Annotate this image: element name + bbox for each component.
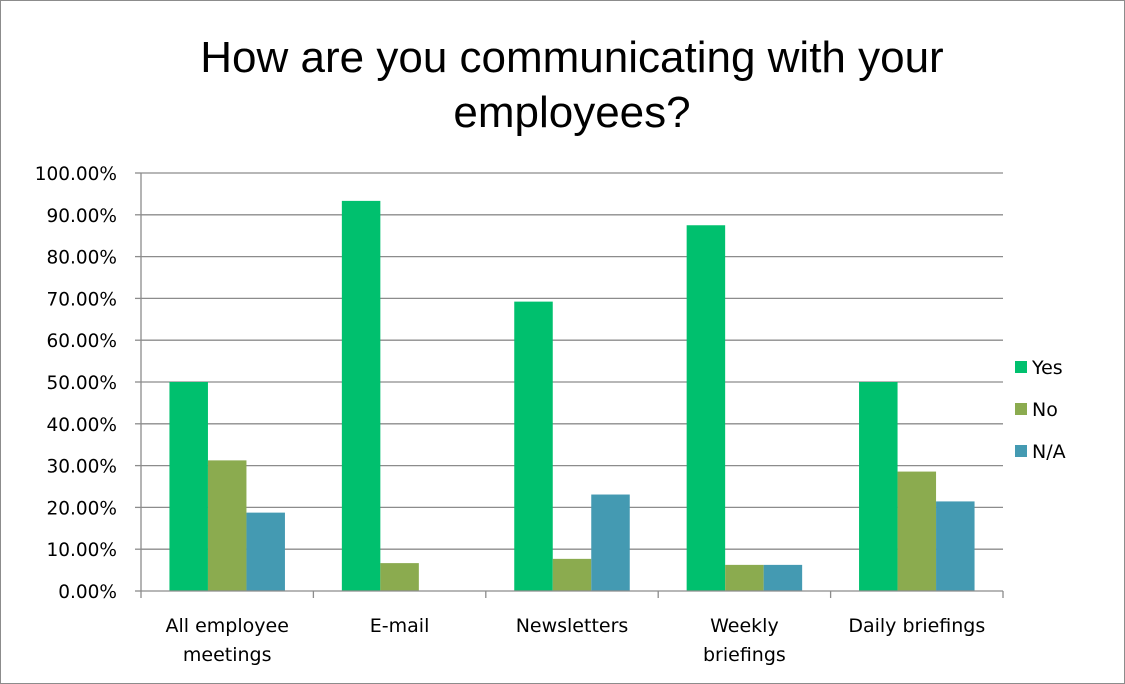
- y-axis-ticks: 0.00% 10.00% 20.00% 30.00% 40.00% 50.00% 60.00…: [35, 164, 141, 603]
- y-tick-label: 40.00%: [46, 415, 117, 436]
- legend-swatch-na: [1015, 445, 1027, 457]
- bar-yes: [169, 382, 208, 591]
- x-tick-label: Daily briefings: [848, 615, 985, 637]
- legend-swatch-no: [1015, 403, 1027, 415]
- x-tick-label: briefings: [703, 644, 786, 666]
- y-tick-label: 80.00%: [46, 248, 117, 269]
- bar-no: [897, 471, 937, 591]
- bar-no: [380, 563, 419, 591]
- bar-na: [936, 501, 975, 591]
- bar-no: [725, 564, 764, 591]
- y-tick-label: 20.00%: [46, 498, 117, 519]
- y-tick-label: 0.00%: [58, 582, 117, 603]
- bar-no: [207, 460, 247, 591]
- x-tick-label: Newsletters: [516, 615, 629, 637]
- legend-label: Yes: [1031, 357, 1063, 379]
- y-tick-label: 30.00%: [46, 457, 117, 478]
- x-tick-label: E-mail: [370, 615, 430, 637]
- bar-na: [591, 494, 630, 591]
- bar-yes: [686, 225, 726, 591]
- y-tick-label: 100.00%: [35, 164, 117, 185]
- legend-label: No: [1032, 399, 1058, 421]
- chart-title-line-2: employees?: [453, 88, 690, 137]
- y-tick-label: 90.00%: [46, 206, 117, 227]
- bar-yes: [514, 301, 553, 591]
- bar-na: [763, 564, 803, 591]
- x-axis-labels: All employee meetings E-mail Newsletters Wee…: [166, 615, 986, 666]
- y-tick-label: 10.00%: [46, 540, 117, 561]
- y-tick-label: 60.00%: [46, 331, 117, 352]
- chart-title-line-1: How are you communicating with your: [200, 33, 943, 82]
- x-tick-label: meetings: [183, 644, 272, 666]
- bar-na: [246, 512, 285, 591]
- y-tick-label: 70.00%: [46, 289, 117, 310]
- legend-swatch-yes: [1015, 361, 1027, 373]
- axes: [140, 173, 1004, 598]
- y-tick-label: 50.00%: [46, 373, 117, 394]
- bar-yes: [341, 200, 381, 591]
- bar-no: [552, 558, 592, 591]
- x-tick-label: All employee: [166, 615, 289, 637]
- bars: [169, 200, 975, 591]
- chart-title: How are you communicating with your empl…: [200, 33, 943, 137]
- legend: Yes No N/A: [1015, 357, 1066, 463]
- x-tick-label: Weekly: [710, 615, 779, 637]
- bar-yes: [859, 382, 898, 591]
- legend-label: N/A: [1032, 441, 1066, 463]
